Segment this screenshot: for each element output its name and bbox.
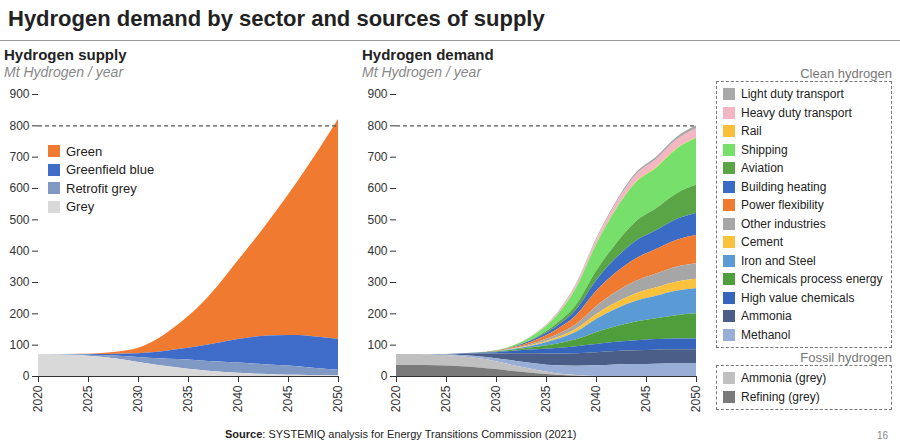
html-text:Ammonia (grey): Ammonia (grey): [741, 371, 827, 386]
html-text:Building heating: Building heating: [741, 179, 827, 194]
svg-text:400: 400: [367, 244, 387, 258]
svg-text:200: 200: [9, 307, 29, 321]
svg-text:500: 500: [367, 213, 387, 227]
svg-text:700: 700: [9, 150, 29, 164]
svg-text:900: 900: [9, 87, 29, 101]
svg-text:2020: 2020: [389, 385, 403, 412]
html-text:Hydrogen supply: Hydrogen supply: [4, 46, 127, 63]
html-text:Mt Hydrogen / year: Mt Hydrogen / year: [362, 64, 482, 80]
html-text:Aviation: Aviation: [741, 161, 784, 176]
html-text:Rail: Rail: [741, 124, 762, 139]
html-text:Light duty transport: Light duty transport: [741, 87, 844, 102]
svg-text:2035: 2035: [181, 385, 195, 412]
html-text:Clean hydrogen: Clean hydrogen: [800, 66, 892, 81]
html-text:Heavy duty transport: Heavy duty transport: [741, 105, 852, 120]
html-text:Hydrogen demand by sector and: Hydrogen demand by sector and sources of…: [8, 6, 545, 31]
html-text:Source: SYSTEMIQ analysis for: Source: SYSTEMIQ analysis for Energy Tra…: [225, 428, 577, 440]
svg-text:100: 100: [367, 338, 387, 352]
svg-text:900: 900: [367, 87, 387, 101]
svg-text:2040: 2040: [231, 385, 245, 412]
html-text:Methanol: Methanol: [741, 327, 791, 342]
html-text:Retrofit grey: Retrofit grey: [66, 180, 137, 196]
svg-text:800: 800: [367, 119, 387, 133]
html-text:Other industries: Other industries: [741, 216, 826, 231]
svg-text:400: 400: [9, 244, 29, 258]
html-text:Power flexibility: Power flexibility: [741, 198, 824, 213]
svg-text:2045: 2045: [639, 385, 653, 412]
html-text:Mt Hydrogen / year: Mt Hydrogen / year: [4, 64, 124, 80]
html-text:Green: Green: [66, 143, 103, 159]
svg-text:0: 0: [23, 369, 30, 383]
html-text:Greenfield blue: Greenfield blue: [66, 162, 155, 178]
html-text:16: 16: [876, 430, 888, 441]
html-text:Shipping: Shipping: [741, 142, 788, 157]
svg-text:2030: 2030: [489, 385, 503, 412]
svg-text:2025: 2025: [439, 385, 453, 412]
svg-text:2030: 2030: [131, 385, 145, 412]
svg-text:800: 800: [9, 119, 29, 133]
svg-text:2025: 2025: [81, 385, 95, 412]
html-text:Iron and Steel: Iron and Steel: [741, 253, 816, 268]
svg-text:0: 0: [381, 369, 388, 383]
html-text:Grey: Grey: [66, 199, 95, 215]
svg-text:100: 100: [9, 338, 29, 352]
html-text:High value chemicals: High value chemicals: [741, 290, 855, 305]
html-text:Refining (grey): Refining (grey): [741, 389, 820, 404]
svg-text:2035: 2035: [539, 385, 553, 412]
svg-text:300: 300: [367, 275, 387, 289]
html-text:Fossil hydrogen: Fossil hydrogen: [800, 350, 892, 365]
svg-text:2050: 2050: [689, 385, 703, 412]
svg-text:200: 200: [367, 307, 387, 321]
svg-text:2045: 2045: [281, 385, 295, 412]
svg-text:500: 500: [9, 213, 29, 227]
html-text:Hydrogen demand: Hydrogen demand: [362, 46, 494, 63]
html-text:Cement: Cement: [741, 235, 783, 250]
svg-text:2020: 2020: [31, 385, 45, 412]
svg-text:700: 700: [367, 150, 387, 164]
html-text:Ammonia: Ammonia: [741, 309, 792, 324]
svg-text:2040: 2040: [589, 385, 603, 412]
svg-text:2050: 2050: [331, 385, 345, 412]
svg-text:600: 600: [9, 181, 29, 195]
html-text:Chemicals process energy: Chemicals process energy: [741, 272, 883, 287]
svg-text:600: 600: [367, 181, 387, 195]
svg-text:300: 300: [9, 275, 29, 289]
